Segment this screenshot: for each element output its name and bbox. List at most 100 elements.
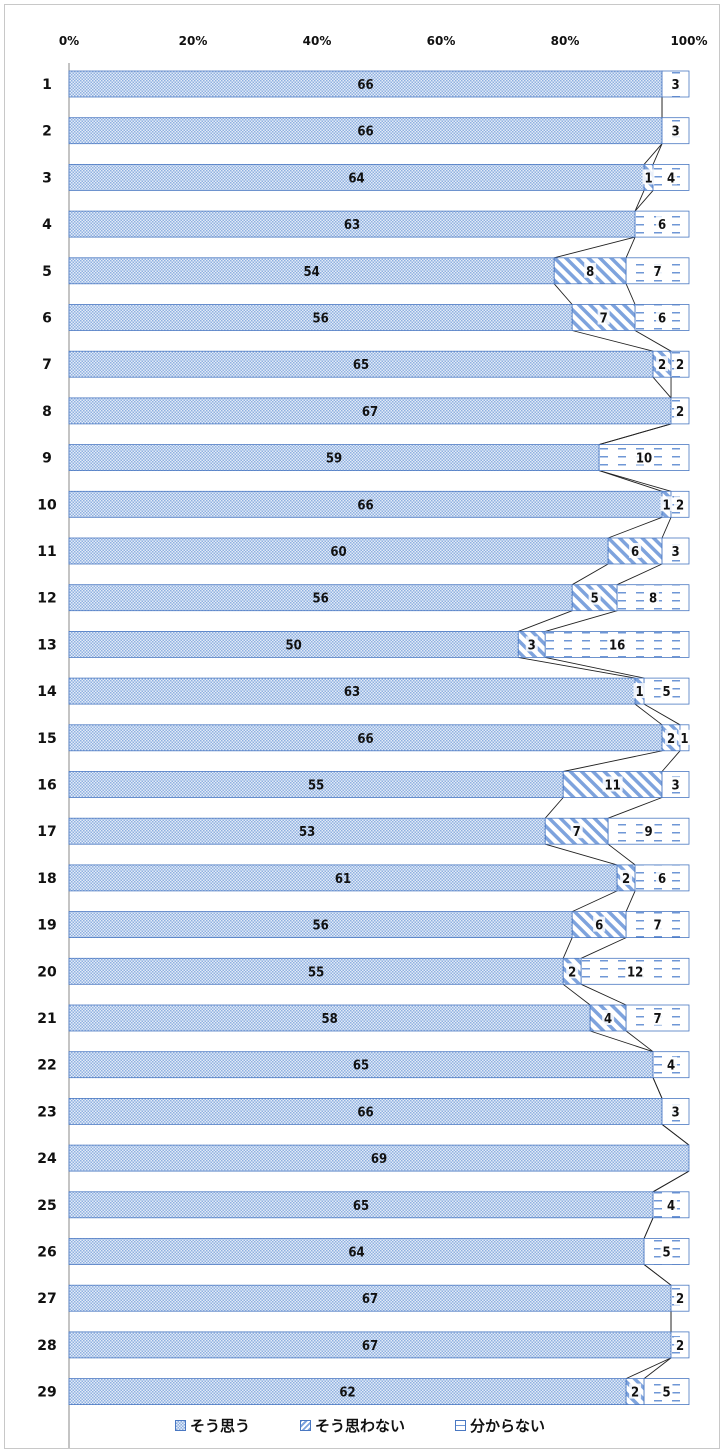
data-label-bg	[633, 683, 646, 699]
data-label: 1	[680, 732, 688, 747]
data-label: 4	[667, 1059, 675, 1074]
category-label: 1	[42, 77, 52, 93]
data-label-bg	[674, 496, 687, 512]
data-label: 56	[312, 592, 328, 607]
data-label-bg	[602, 1010, 615, 1025]
data-label: 67	[362, 405, 378, 420]
data-label: 16	[609, 638, 625, 653]
series-line	[545, 610, 618, 632]
data-label: 5	[662, 1246, 670, 1261]
data-label: 1	[636, 685, 644, 700]
data-label: 2	[667, 732, 675, 747]
data-label: 6	[631, 545, 639, 560]
category-label: 18	[37, 871, 56, 887]
series-line	[625, 1030, 654, 1053]
category-label: 2	[42, 124, 52, 140]
category-label: 5	[42, 264, 52, 280]
data-label: 8	[586, 265, 594, 280]
legend-item-unknown: 分からない	[455, 1415, 545, 1436]
series-line	[652, 1170, 690, 1193]
category-label: 24	[37, 1151, 57, 1167]
x-tick-label: 0%	[59, 34, 79, 48]
bar-segment	[68, 911, 573, 938]
data-label: 61	[335, 872, 351, 887]
category-label: 26	[37, 1245, 56, 1261]
x-tick-label: 60%	[427, 34, 456, 48]
data-label: 7	[653, 1012, 661, 1027]
data-label: 8	[649, 592, 657, 607]
series-line	[625, 890, 636, 912]
series-line	[571, 563, 609, 586]
category-label: 23	[37, 1104, 56, 1120]
bar-segment	[68, 257, 555, 285]
data-label: 7	[573, 825, 581, 840]
bar-segment	[68, 1238, 645, 1265]
data-label: 6	[658, 218, 666, 233]
data-label: 2	[676, 498, 684, 513]
data-label-bg	[669, 122, 682, 138]
series-line	[562, 983, 591, 1006]
category-label: 29	[37, 1385, 56, 1401]
data-label-bg	[607, 636, 628, 652]
data-label: 63	[344, 685, 360, 700]
data-label: 66	[357, 732, 373, 747]
category-label: 8	[42, 404, 52, 420]
series-line	[652, 143, 663, 165]
data-label-bg	[665, 729, 678, 745]
bar-segment	[68, 70, 663, 98]
data-label: 56	[312, 919, 328, 934]
category-label: 11	[37, 544, 56, 560]
data-label: 55	[308, 779, 324, 794]
legend-label-disagree: そう思わない	[315, 1417, 406, 1435]
bar-segment	[68, 117, 663, 145]
series-line	[572, 890, 618, 913]
data-label: 1	[644, 171, 652, 186]
data-label: 4	[667, 171, 675, 186]
data-label: 53	[299, 825, 315, 840]
data-label: 3	[671, 1105, 679, 1120]
category-label: 15	[37, 731, 56, 747]
legend-item-agree: そう思う	[175, 1415, 250, 1436]
series-line	[553, 283, 573, 305]
series-line	[643, 1264, 672, 1286]
data-label-bg	[593, 916, 606, 932]
chart-frame: 0% 20% 40% 60% 80% 100% 1 66 3 2 66 3 3 64 1 4 4 63 6 5 54 8…	[4, 4, 720, 1449]
data-label: 1	[662, 498, 670, 513]
data-label: 62	[339, 1386, 355, 1401]
data-label: 2	[676, 405, 684, 420]
category-label: 22	[37, 1058, 56, 1074]
legend-label-unknown: 分からない	[470, 1417, 546, 1435]
data-label-bg	[642, 823, 655, 839]
category-label: 14	[37, 684, 57, 700]
data-label-bg	[625, 963, 646, 979]
data-label-bg	[566, 963, 579, 979]
series-line	[643, 703, 681, 726]
data-label-bg	[656, 216, 669, 232]
series-line	[661, 750, 681, 772]
series-line	[607, 797, 663, 819]
x-tick-label: 100%	[670, 34, 707, 48]
data-label: 5	[662, 1386, 670, 1401]
data-label: 5	[591, 592, 599, 607]
data-label-bg	[656, 309, 669, 325]
bar-segment	[68, 304, 573, 331]
x-tick-label: 40%	[303, 34, 332, 48]
data-label-bg	[651, 262, 664, 278]
series-line	[545, 843, 618, 866]
series-line	[652, 1077, 663, 1099]
data-label: 3	[671, 78, 679, 93]
stacked-bar-chart: 0% 20% 40% 60% 80% 100% 1 66 32 66 33 64 1 44 63 65 54 8…	[37, 34, 708, 1448]
data-label-bg	[674, 1290, 687, 1306]
series-line	[580, 983, 627, 1006]
data-label: 11	[604, 779, 620, 794]
data-label-bg	[584, 262, 597, 278]
data-label-bg	[629, 543, 642, 558]
series-line	[599, 470, 672, 492]
data-label-bg	[674, 1336, 687, 1352]
data-label: 10	[636, 452, 652, 467]
data-label: 65	[353, 1199, 369, 1214]
data-label: 69	[371, 1152, 387, 1167]
legend-label-agree: そう思う	[190, 1417, 251, 1435]
category-label: 13	[37, 637, 56, 653]
data-label: 66	[357, 125, 373, 140]
